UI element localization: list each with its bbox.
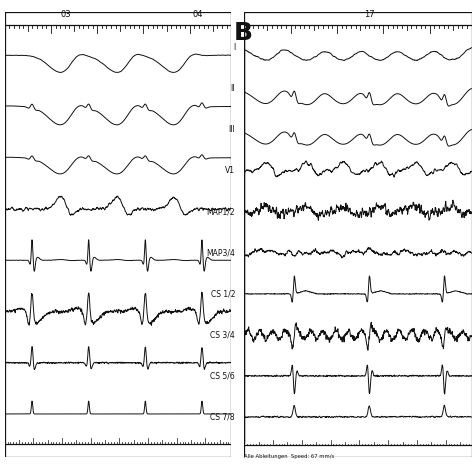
Text: II: II (230, 84, 235, 93)
Text: MAP1/2: MAP1/2 (206, 208, 235, 217)
Text: B: B (234, 21, 253, 46)
Text: Alle Ableitungen  Speed: 67 mm/s: Alle Ableitungen Speed: 67 mm/s (244, 454, 334, 459)
Text: CS 3/4: CS 3/4 (210, 330, 235, 339)
Text: 04: 04 (192, 9, 202, 18)
Text: CS 1/2: CS 1/2 (210, 290, 235, 299)
Text: CS 5/6: CS 5/6 (210, 371, 235, 380)
Text: III: III (228, 126, 235, 135)
Text: I: I (233, 44, 235, 53)
Text: MAP3/4: MAP3/4 (206, 248, 235, 257)
Text: 17: 17 (364, 9, 374, 18)
Text: 03: 03 (61, 9, 71, 18)
Text: CS 7/8: CS 7/8 (210, 412, 235, 421)
Text: V1: V1 (225, 166, 235, 175)
